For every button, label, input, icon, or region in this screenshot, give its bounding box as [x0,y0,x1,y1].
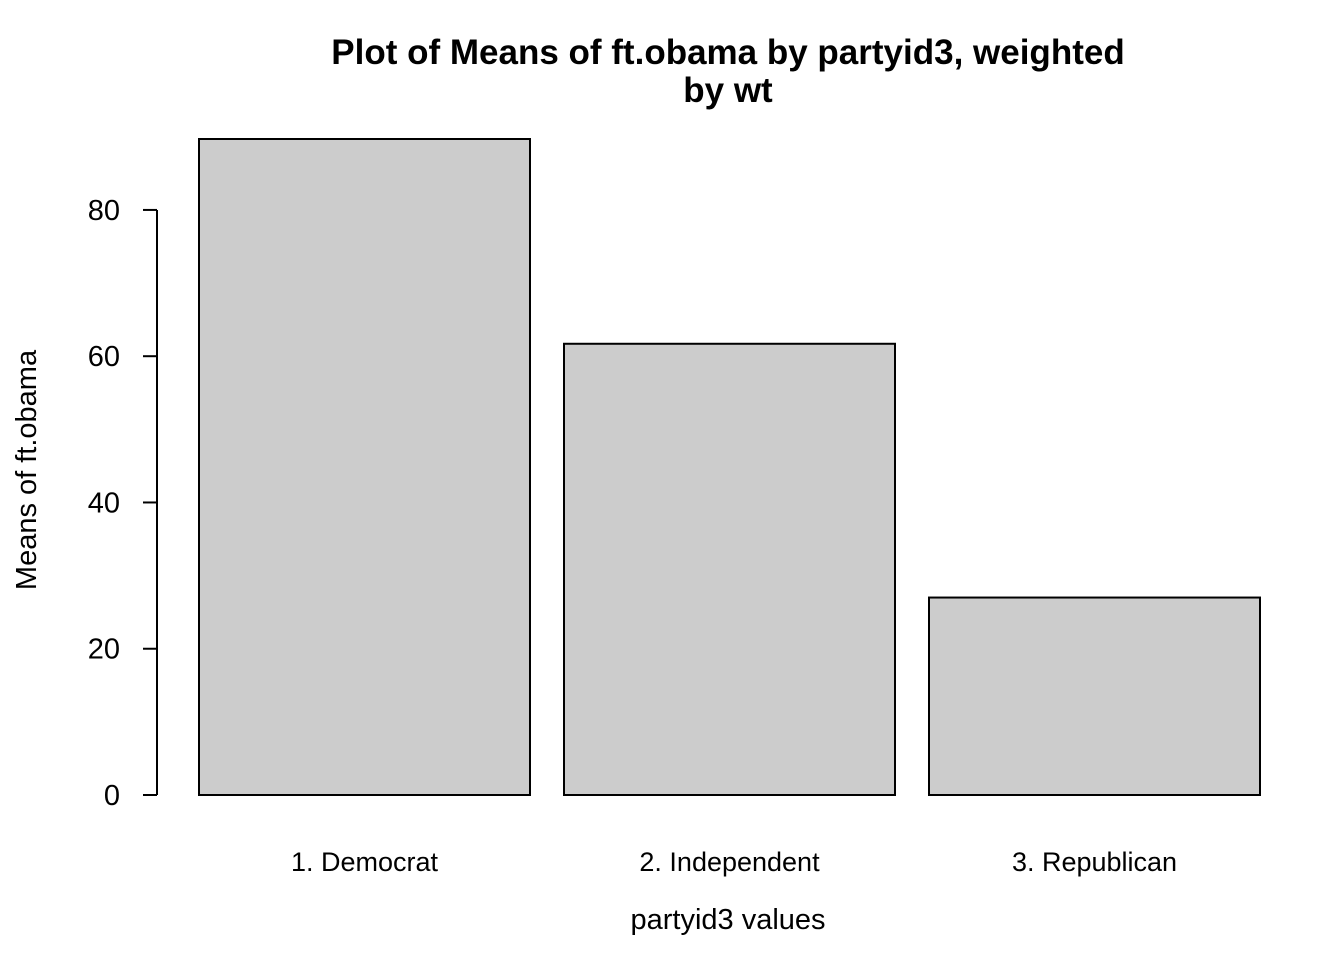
y-axis: 0 20 40 60 80 [88,195,158,812]
chart-title-line-2: by wt [683,71,773,110]
y-axis-label: Means of ft.obama [11,349,43,590]
x-axis-label: partyid3 values [630,904,825,936]
category-label-2: 2. Independent [639,847,820,877]
bar-2 [563,342,896,796]
bars-group [198,138,1261,796]
bar-3 [928,596,1261,796]
y-tick-label-0: 0 [104,780,120,812]
y-tick-label-60: 60 [88,341,120,373]
category-labels: 1. Democrat 2. Independent 3. Republican [291,847,1177,877]
category-label-3: 3. Republican [1012,847,1177,877]
category-label-1: 1. Democrat [291,847,439,877]
y-tick-label-20: 20 [88,634,120,666]
chart-title-line-1: Plot of Means of ft.obama by partyid3, w… [331,33,1124,72]
y-tick-label-40: 40 [88,487,120,519]
y-tick-label-80: 80 [88,195,120,227]
bar-1 [198,138,531,796]
chart-title: Plot of Means of ft.obama by partyid3, w… [331,33,1124,110]
